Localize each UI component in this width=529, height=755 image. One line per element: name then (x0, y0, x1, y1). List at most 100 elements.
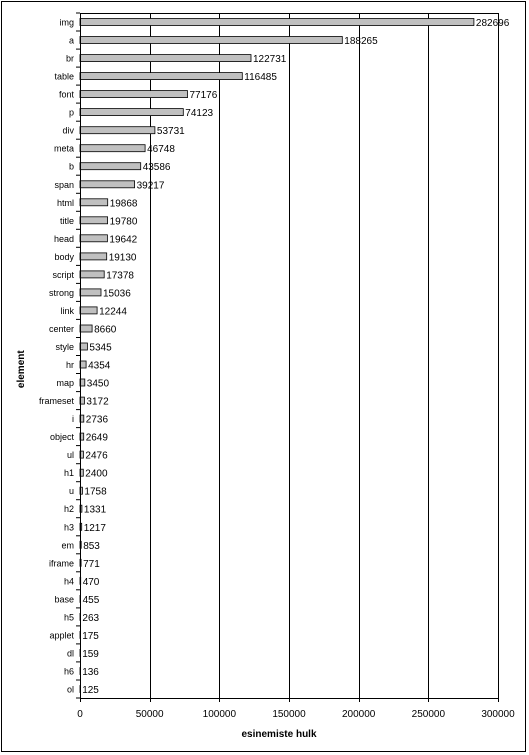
value-label: 263 (82, 613, 99, 624)
value-label: 12244 (99, 306, 127, 317)
category-label: h4 (64, 576, 74, 586)
value-label: 19780 (110, 216, 138, 227)
value-label: 15036 (103, 288, 131, 299)
bar-strong (79, 288, 102, 297)
category-label: head (54, 234, 74, 244)
bar-meta (79, 144, 146, 153)
category-label: ul (67, 450, 74, 460)
category-label: span (54, 180, 74, 190)
category-label: object (50, 432, 75, 442)
value-label: 3450 (87, 379, 110, 390)
category-label: strong (49, 288, 74, 298)
value-label: 5345 (89, 343, 112, 354)
category-label: link (60, 306, 74, 316)
category-label: h1 (64, 468, 74, 478)
value-label: 2736 (86, 415, 109, 426)
value-label: 74123 (185, 108, 213, 119)
bar-script (79, 270, 105, 279)
bars (79, 18, 475, 693)
bar-html (79, 198, 109, 207)
category-label: h3 (64, 522, 74, 532)
category-label: iframe (49, 558, 74, 568)
value-label: 4354 (88, 361, 111, 372)
bar-head (79, 234, 108, 243)
category-label: map (56, 378, 74, 388)
category-label: meta (54, 144, 74, 154)
value-label: 8660 (94, 325, 117, 336)
category-label: applet (49, 630, 74, 640)
x-tick-label: 100000 (203, 709, 237, 720)
value-label: 53731 (157, 126, 185, 137)
value-label: 77176 (190, 90, 218, 101)
category-label: base (54, 594, 74, 604)
value-label: 470 (83, 577, 100, 588)
value-label: 2649 (86, 433, 109, 444)
value-label: 1758 (84, 487, 107, 498)
value-label: 1217 (84, 523, 107, 534)
category-label: u (69, 486, 74, 496)
value-label: 43586 (143, 162, 171, 173)
category-label: h6 (64, 667, 74, 677)
x-tick-labels: 0 50000 100000 150000 200000 250000 300000 (77, 698, 515, 720)
x-tick-label: 150000 (272, 709, 306, 720)
category-label: center (49, 324, 74, 334)
category-label: ol (67, 685, 74, 695)
value-label: 39217 (137, 180, 165, 191)
value-label: 17378 (106, 270, 134, 281)
category-label: div (62, 126, 74, 136)
value-label: 1331 (84, 505, 107, 516)
x-tick-label: 200000 (342, 709, 376, 720)
category-label: font (59, 90, 75, 100)
category-label: img (59, 18, 74, 28)
x-axis-title: esinemiste hulk (241, 729, 316, 740)
value-label: 159 (82, 649, 99, 660)
value-label: 3172 (86, 397, 109, 408)
bar-center (79, 324, 93, 333)
category-label: h5 (64, 612, 74, 622)
bar-img (79, 18, 475, 26)
value-label: 46748 (147, 144, 175, 155)
bar-body (79, 252, 108, 261)
category-label: hr (66, 360, 74, 370)
x-tick-label: 300000 (481, 709, 515, 720)
value-label: 853 (83, 541, 100, 552)
gridlines (150, 13, 429, 698)
category-label: br (66, 54, 74, 64)
category-label: frameset (39, 396, 75, 406)
category-label: h2 (64, 504, 74, 514)
bar-link (79, 306, 98, 315)
category-label: em (61, 540, 74, 550)
bar-p (79, 108, 184, 116)
category-label: p (69, 108, 74, 118)
category-label: style (55, 342, 74, 352)
bar-font (79, 90, 188, 98)
category-label: table (54, 72, 74, 82)
bar-title (79, 216, 109, 225)
value-label: 19868 (110, 198, 138, 209)
category-label: script (52, 270, 74, 280)
value-label: 455 (83, 595, 100, 606)
value-label: 19642 (109, 234, 137, 245)
category-labels: img a br table font p div meta b span html title hea… (39, 12, 80, 699)
value-label: 188265 (344, 36, 378, 47)
category-label: body (54, 252, 74, 262)
value-label: 2476 (85, 451, 108, 462)
value-label: 116485 (244, 72, 277, 83)
bar-br (79, 54, 252, 62)
value-label: 2400 (85, 469, 108, 480)
category-label: i (72, 414, 74, 424)
bar-style (79, 342, 88, 351)
value-label: 122731 (253, 54, 287, 65)
category-label: title (60, 216, 74, 226)
bar-a (79, 36, 343, 44)
value-label: 282696 (476, 18, 510, 29)
category-label: b (69, 162, 74, 172)
bar-b (79, 162, 142, 171)
x-tick-label: 0 (77, 709, 83, 720)
bar-span (79, 180, 135, 189)
value-label: 136 (82, 667, 99, 678)
bar-div (79, 126, 156, 135)
category-label: dl (67, 648, 74, 658)
